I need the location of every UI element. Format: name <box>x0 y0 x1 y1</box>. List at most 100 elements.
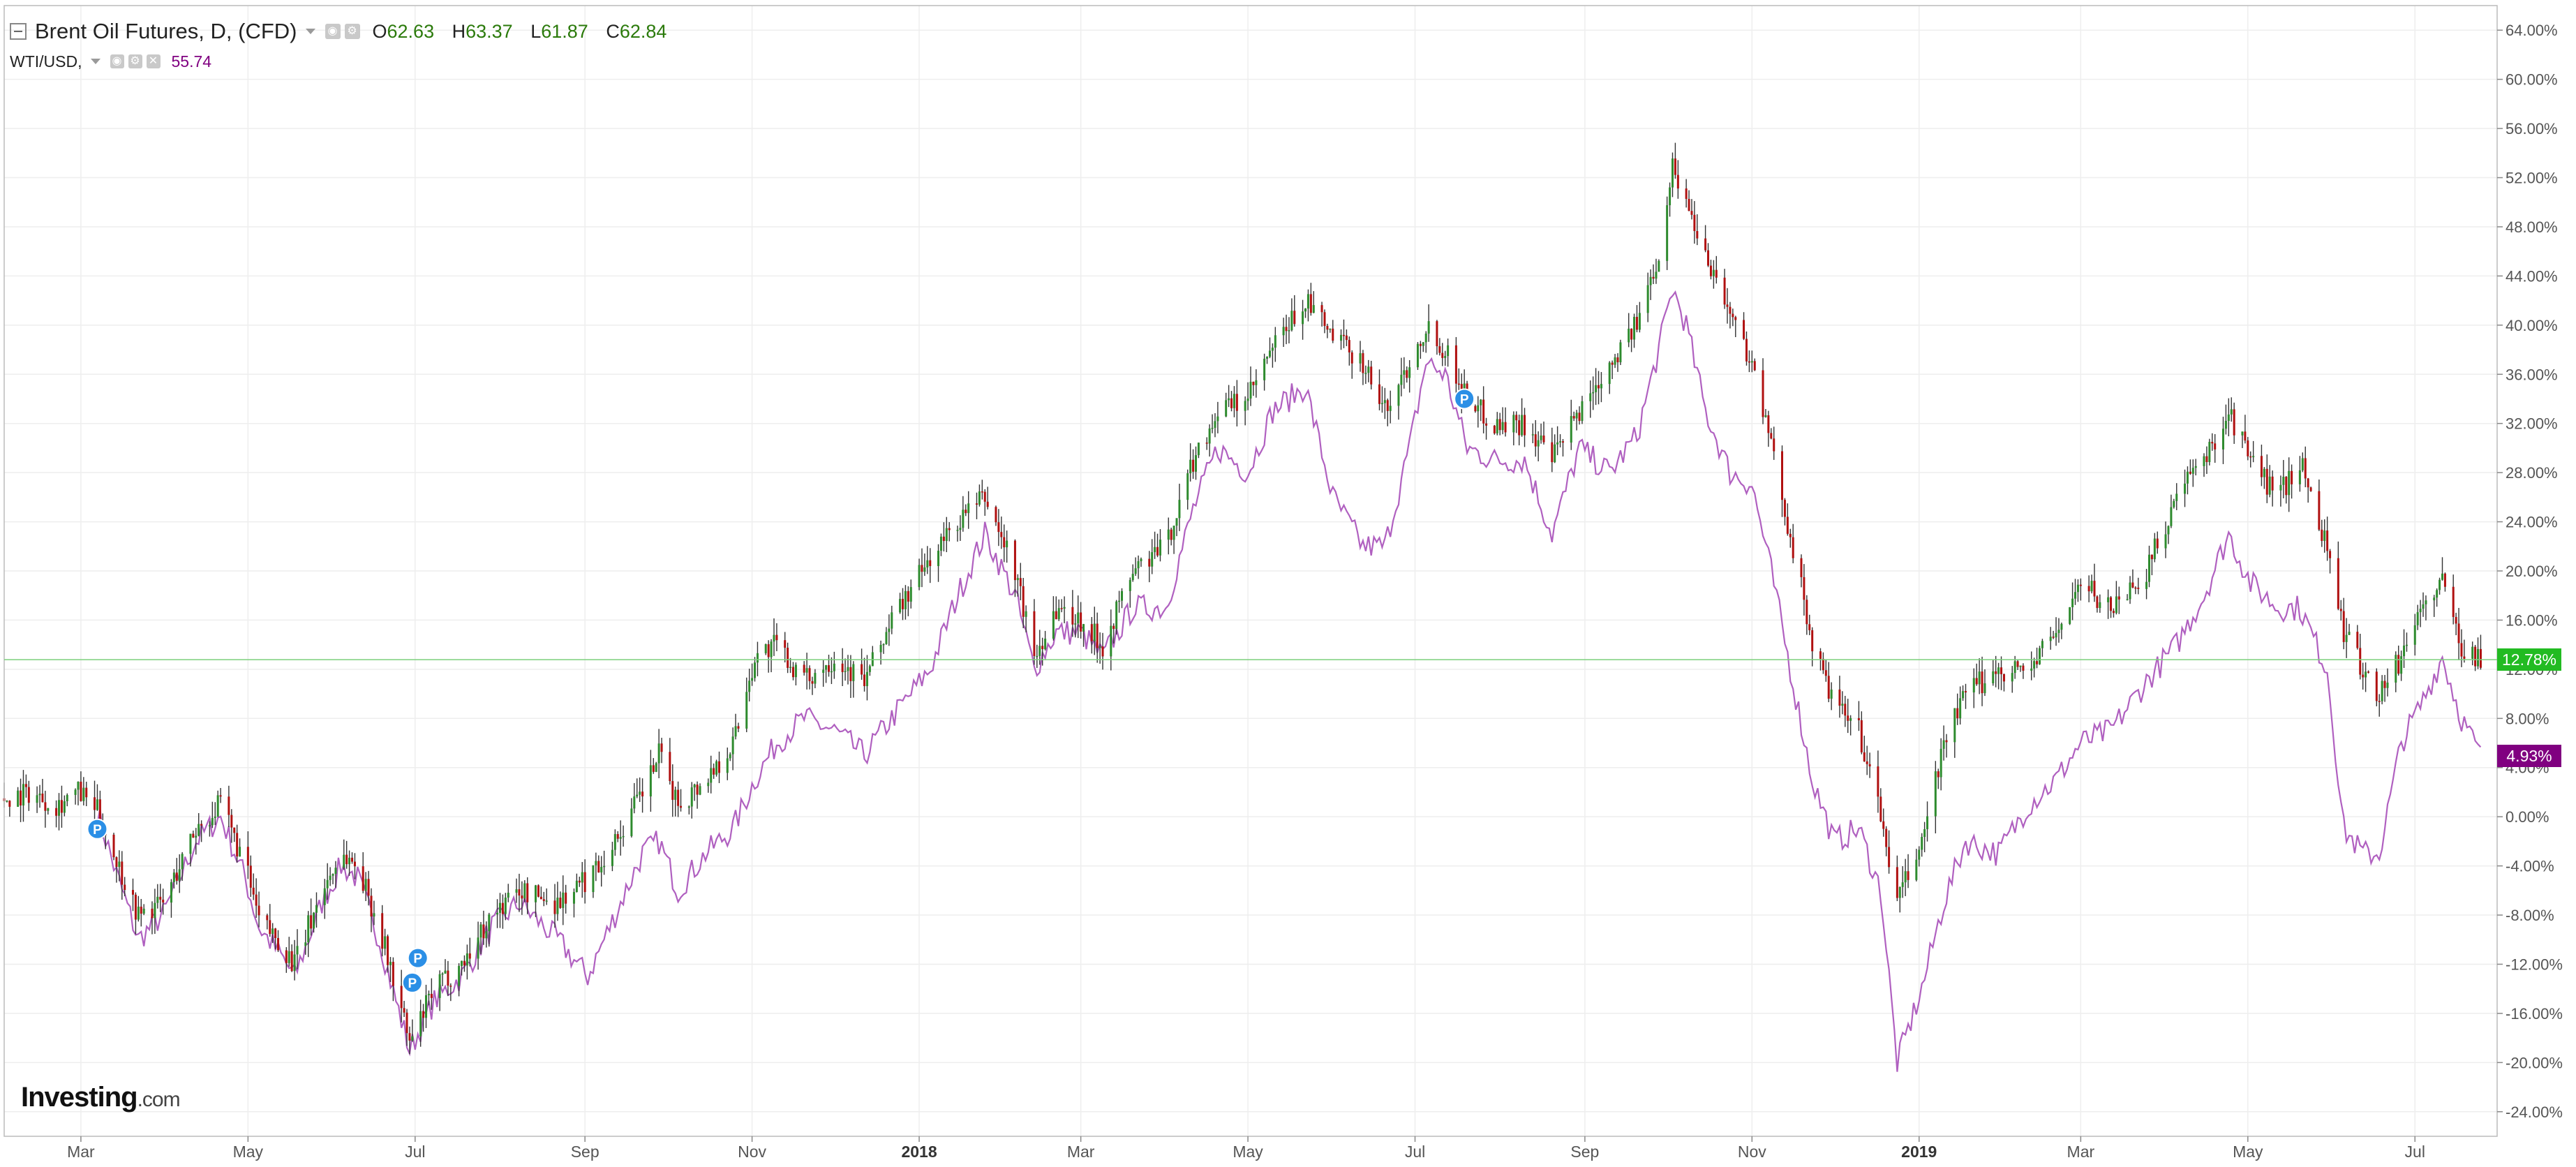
candle-body <box>2405 644 2408 646</box>
candle-body <box>2304 458 2307 479</box>
candle-body <box>1359 353 1362 364</box>
candle-body <box>1531 434 1534 436</box>
logo-text: Investing <box>21 1082 138 1113</box>
candle-body <box>2413 625 2416 645</box>
candle-body <box>710 768 713 783</box>
candle-body <box>1480 399 1482 406</box>
candle-body <box>348 857 351 865</box>
compare-eye-icon[interactable]: ◉ <box>110 54 124 68</box>
candle-body <box>1074 623 1077 625</box>
compare-chevron-down-icon[interactable] <box>90 59 100 64</box>
candle-body <box>2224 420 2227 429</box>
candle-body <box>693 785 696 788</box>
candle-body <box>726 758 729 773</box>
candle-body <box>134 894 137 920</box>
candle-body <box>77 781 80 790</box>
candle-body <box>2268 476 2271 495</box>
candle-body <box>2288 470 2291 496</box>
candle-body <box>2030 668 2033 671</box>
candle-body <box>80 781 82 801</box>
compare-close-icon[interactable]: ✕ <box>146 54 161 68</box>
candle-body <box>1041 646 1044 650</box>
candle-body <box>498 902 501 913</box>
candle-body <box>2002 674 2005 682</box>
candle-body <box>1170 529 1172 540</box>
candle-body <box>1904 871 1907 883</box>
candle-body <box>1972 678 1975 693</box>
candle-body <box>137 906 140 920</box>
candle-body <box>20 790 22 806</box>
chevron-down-icon[interactable] <box>305 29 315 34</box>
main-symbol-title[interactable]: Brent Oil Futures, D, (CFD) <box>35 19 297 43</box>
candle-body <box>2285 477 2288 496</box>
candle-body <box>219 795 222 797</box>
candle-body <box>1438 346 1441 353</box>
candle-body <box>1630 328 1633 340</box>
candle-body <box>1175 518 1178 526</box>
x-tick-label: Sep <box>571 1143 600 1161</box>
event-marker <box>401 972 423 993</box>
candle-body <box>1244 401 1246 411</box>
candle-body <box>2221 429 2224 449</box>
candle-body <box>1063 607 1066 609</box>
y-tick-label: -12.00% <box>2506 956 2563 973</box>
candle-body <box>1975 678 1978 685</box>
candle-body <box>2137 587 2140 589</box>
candle-body <box>1205 443 1208 444</box>
x-tick-label: Jul <box>1405 1143 1425 1161</box>
candle-body <box>537 885 539 897</box>
candle-body <box>641 791 644 797</box>
ohlc-open-value: 62.63 <box>387 20 435 42</box>
candle-body <box>1332 328 1334 341</box>
candle-body <box>2131 582 2134 588</box>
collapse-icon[interactable] <box>10 23 27 40</box>
candle-body <box>2074 592 2077 599</box>
candle-body <box>1715 269 1718 278</box>
candle-body <box>844 671 847 672</box>
candle-body <box>1454 345 1457 384</box>
candle-body <box>364 879 367 891</box>
candle-body <box>2153 538 2156 560</box>
candle-body <box>965 510 967 514</box>
x-tick-label: Nov <box>1738 1143 1766 1161</box>
candle-body <box>345 854 348 865</box>
candle-body <box>1614 357 1616 365</box>
candle-body <box>334 868 337 875</box>
candle-body <box>1750 361 1753 363</box>
candle-body <box>1962 691 1965 699</box>
candle-body <box>1561 441 1564 443</box>
y-tick-label: 52.00% <box>2506 170 2558 187</box>
settings-icon[interactable]: ⚙ <box>344 24 360 39</box>
candle-body <box>1115 601 1118 630</box>
candle-body <box>1537 440 1540 447</box>
candle-body <box>277 937 280 951</box>
compare-settings-icon[interactable]: ⚙ <box>128 54 142 68</box>
candle-body <box>1129 580 1131 591</box>
candle-body <box>899 599 902 613</box>
ohlc-high-key: H <box>452 20 466 42</box>
event-marker-label: P <box>93 823 102 838</box>
candle-body <box>2329 551 2332 558</box>
candle-body <box>1154 547 1156 553</box>
candle-body <box>255 894 258 906</box>
candle-body <box>1457 383 1460 385</box>
candle-body <box>485 931 488 939</box>
candle-body <box>600 867 603 872</box>
candle-body <box>671 781 674 800</box>
candle-body <box>622 835 625 838</box>
compare-symbol-title[interactable]: WTI/USD, <box>10 52 82 70</box>
candle-body <box>1764 415 1767 417</box>
candle-body <box>1003 537 1006 548</box>
eye-icon[interactable]: ◉ <box>325 24 341 39</box>
candle-body <box>2383 681 2386 688</box>
x-tick-label: May <box>1233 1143 1263 1161</box>
candle-layer <box>3 142 2482 1055</box>
candle-body <box>1329 328 1332 330</box>
candle-body <box>978 491 981 505</box>
candle-body <box>1194 455 1197 472</box>
candle-body <box>200 824 203 826</box>
candle-body <box>535 885 537 902</box>
candle-body <box>239 847 241 857</box>
candle-body <box>657 743 660 764</box>
